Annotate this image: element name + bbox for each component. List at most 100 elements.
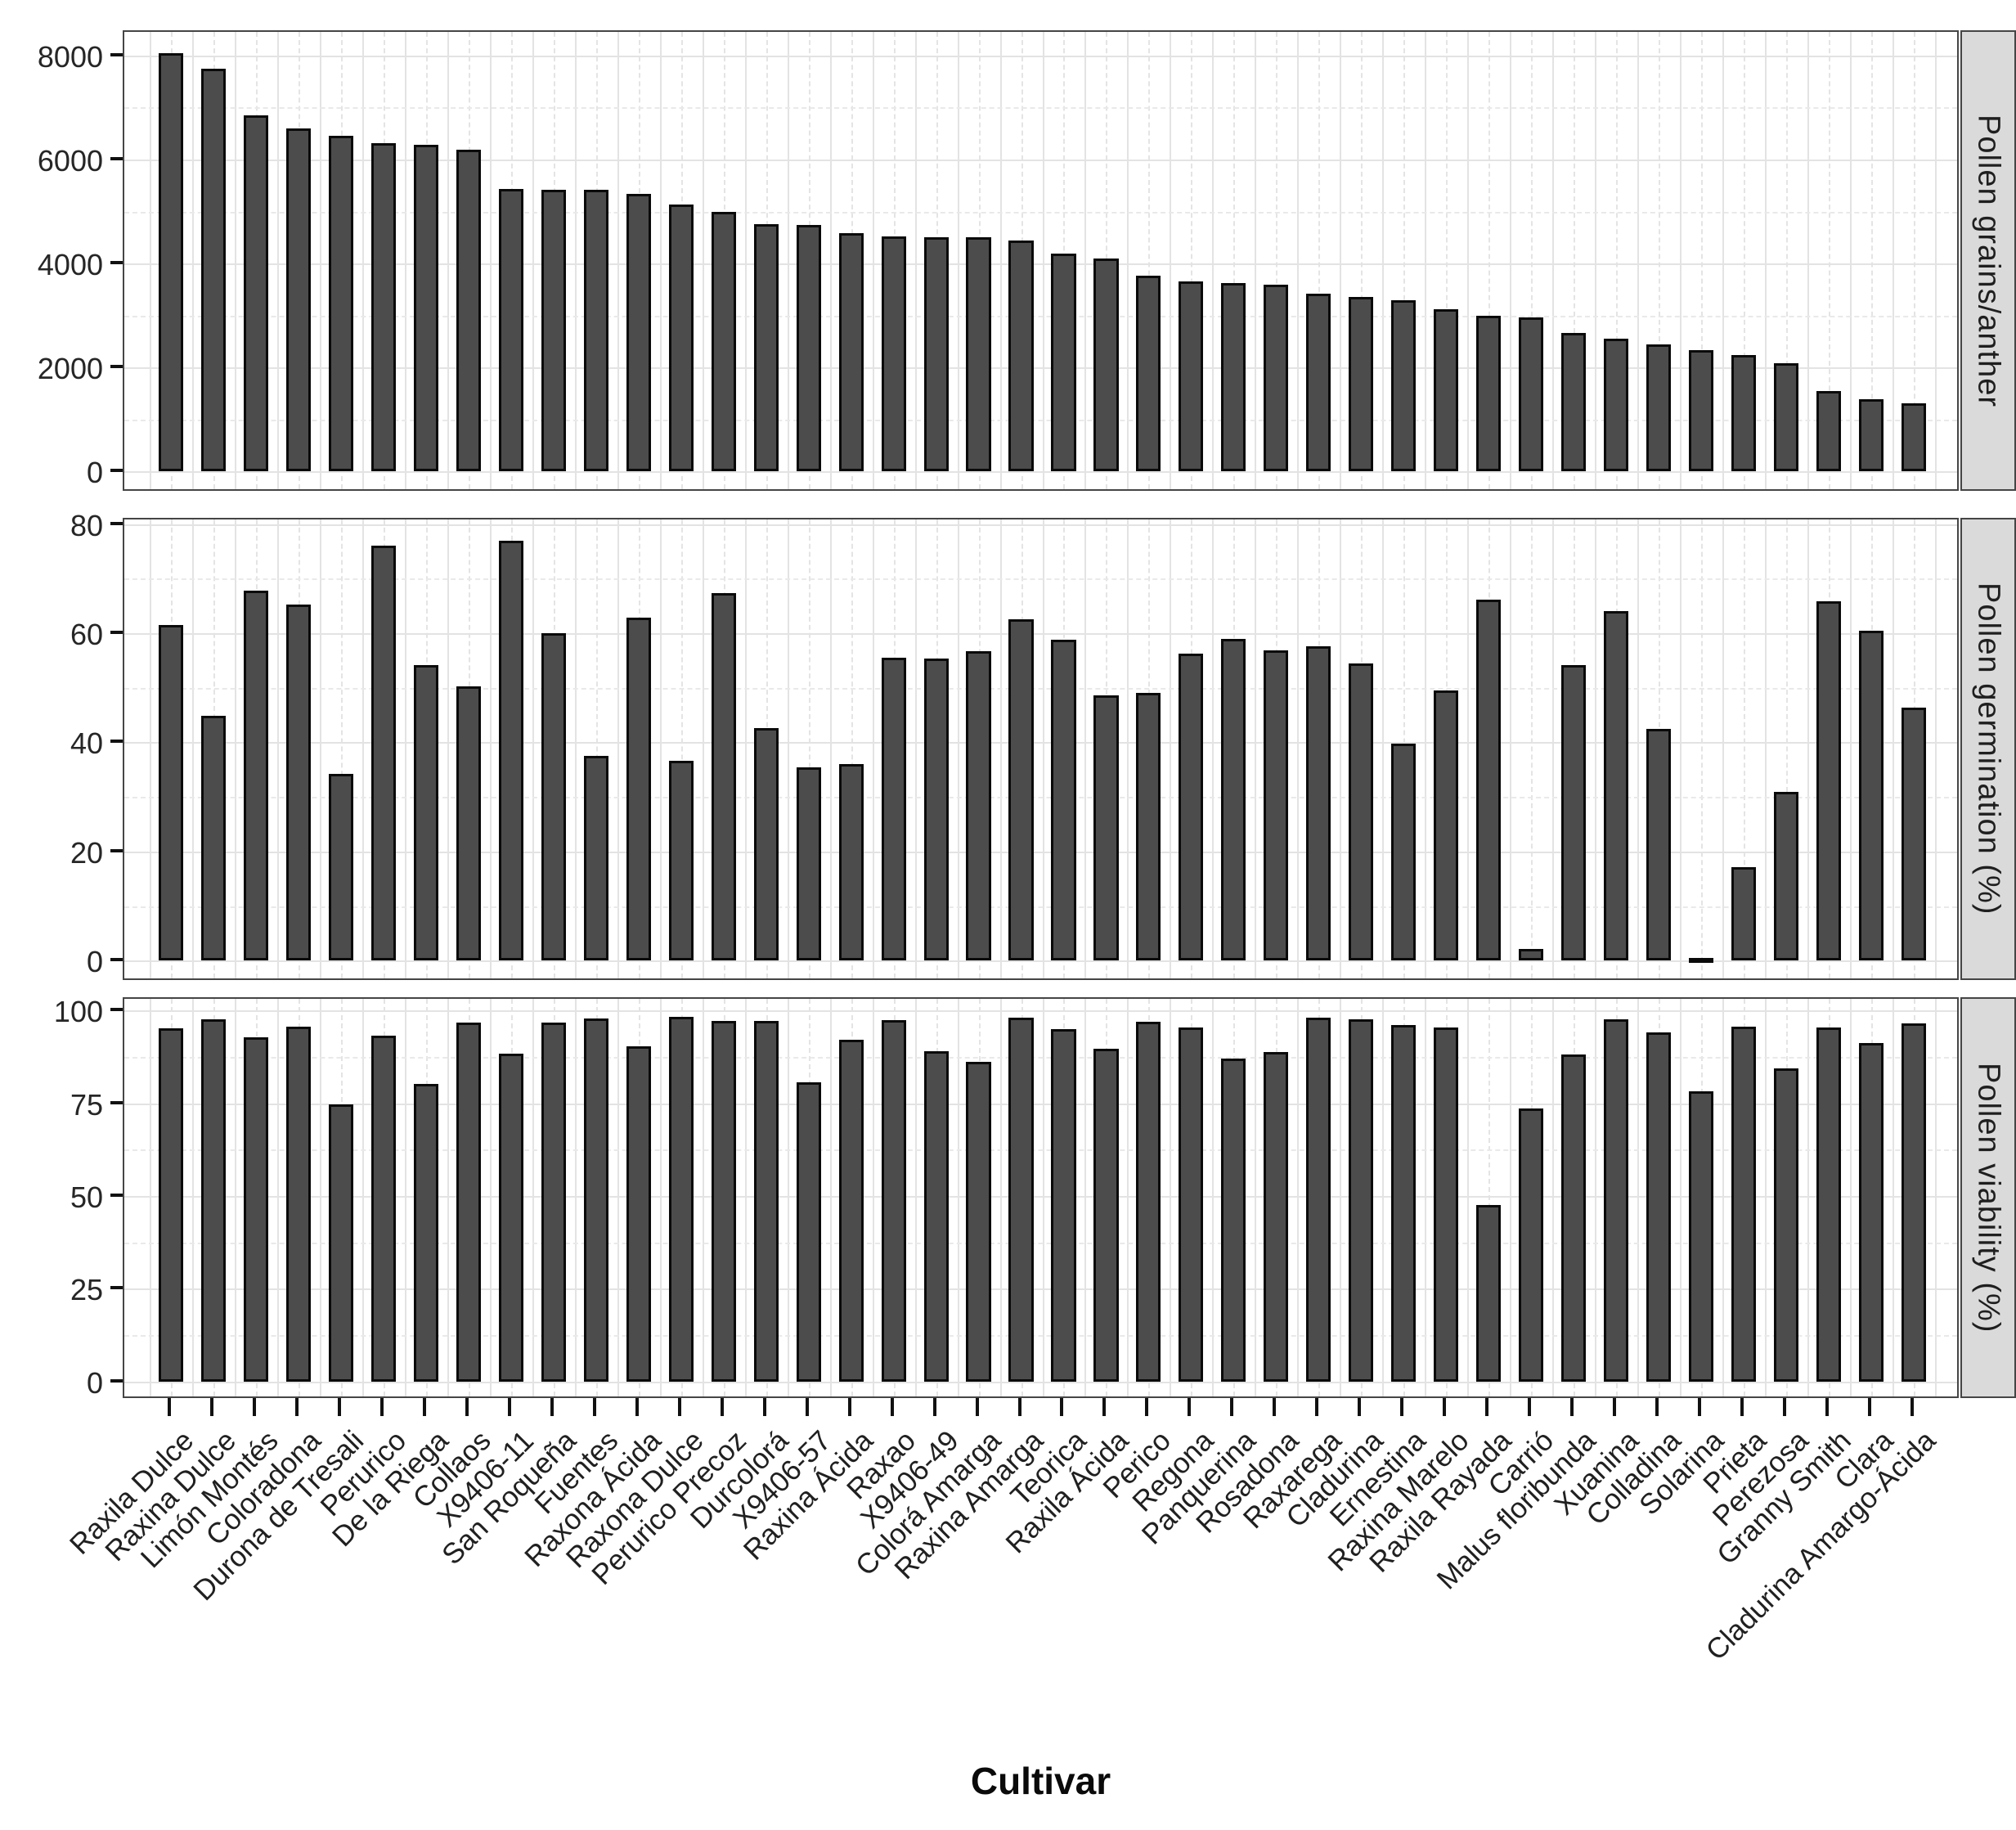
y-axis-tick-label: 50 [70, 1180, 103, 1214]
bar [796, 1082, 821, 1382]
gridline-vertical [1467, 999, 1470, 1396]
y-axis-tick [110, 365, 123, 369]
x-axis-tick [1655, 1398, 1659, 1416]
gridline-major [124, 55, 1957, 57]
gridline-vertical-minor [1233, 32, 1236, 489]
bar [1476, 316, 1502, 472]
y-axis-tick [110, 1378, 123, 1383]
gridline-vertical [1849, 519, 1852, 978]
y-axis-tick-label: 2000 [37, 352, 103, 386]
gridline-vertical [1382, 519, 1385, 978]
gridline-minor [124, 1056, 1957, 1059]
bar [626, 1045, 651, 1382]
x-axis-tick [253, 1398, 257, 1416]
gridline-minor [124, 797, 1957, 799]
gridline-vertical [532, 32, 534, 489]
bar [328, 1104, 354, 1382]
gridline-vertical [1255, 999, 1257, 1396]
x-axis-tick [380, 1398, 384, 1416]
x-axis-tick [1145, 1398, 1149, 1416]
bar [881, 658, 906, 961]
gridline-minor [124, 1335, 1957, 1338]
gridline-vertical [702, 32, 704, 489]
bar [1646, 1032, 1672, 1382]
gridline-vertical [1552, 32, 1555, 489]
x-axis-tick [932, 1398, 936, 1416]
panel-pollen-grains [123, 30, 1959, 491]
gridline-vertical [235, 519, 237, 978]
gridline-vertical [914, 519, 917, 978]
y-axis-tick-label: 60 [70, 618, 103, 652]
x-axis-labels: Raxila Dulce Raxina Dulce Limón Montés Colo… [0, 1424, 2016, 1810]
gridline-minor [124, 578, 1957, 581]
bar [328, 136, 354, 472]
facet-strip-pollen-grains: Pollen grains/anther [1960, 30, 2016, 491]
gridline-vertical [1084, 999, 1087, 1396]
gridline-vertical [744, 32, 747, 489]
gridline-major [124, 851, 1957, 853]
bar [285, 128, 312, 472]
gridline-vertical [1807, 519, 1809, 978]
bar [1816, 391, 1841, 472]
gridline-vertical [447, 519, 449, 978]
y-axis-tick-label: 80 [70, 508, 103, 542]
gridline-vertical-minor [1531, 519, 1533, 978]
y-axis-tick [110, 521, 123, 525]
bar [881, 236, 906, 472]
gridline-vertical [574, 519, 577, 978]
gridline-vertical-minor [680, 519, 683, 978]
x-axis-tick [805, 1398, 809, 1416]
bar [159, 1027, 184, 1382]
bar [1136, 1022, 1161, 1382]
gridline-vertical [1510, 519, 1512, 978]
gridline-vertical-minor [808, 519, 810, 978]
x-axis-tick [168, 1398, 172, 1416]
gridline-vertical-minor [1743, 32, 1745, 489]
gridline-vertical [362, 999, 365, 1396]
x-axis-tick [465, 1398, 469, 1416]
gridline-vertical [1849, 999, 1852, 1396]
gridline-vertical [999, 999, 1002, 1396]
x-axis-tick [1315, 1398, 1319, 1416]
gridline-major [124, 524, 1957, 526]
gridline-vertical [404, 999, 406, 1396]
gridline-vertical-minor [1616, 32, 1619, 489]
x-axis-tick [422, 1398, 426, 1416]
y-axis-tick [110, 631, 123, 635]
x-axis-tick [1528, 1398, 1532, 1416]
gridline-vertical [1084, 32, 1087, 489]
gridline-vertical [617, 999, 619, 1396]
gridline-vertical-minor [1743, 519, 1745, 978]
gridline-vertical [150, 32, 152, 489]
bar [583, 1018, 608, 1382]
y-axis-tick-label: 0 [86, 945, 103, 979]
gridline-vertical [617, 519, 619, 978]
gridline-vertical [1637, 999, 1640, 1396]
gridline-vertical-minor [1700, 519, 1703, 978]
x-axis-tick [890, 1398, 894, 1416]
gridline-vertical [1255, 32, 1257, 489]
bar [328, 774, 354, 961]
gridline-vertical [872, 999, 874, 1396]
bar [1264, 284, 1289, 472]
gridline-vertical [1340, 999, 1342, 1396]
bar [1688, 1090, 1714, 1382]
gridline-vertical [744, 519, 747, 978]
gridline-vertical-minor [1785, 32, 1788, 489]
gridline-vertical-minor [1488, 999, 1491, 1396]
x-axis-tick [338, 1398, 342, 1416]
gridline-vertical-minor [1446, 32, 1448, 489]
gridline-vertical [235, 999, 237, 1396]
gridline-minor [124, 419, 1957, 421]
gridline-vertical [872, 519, 874, 978]
gridline-vertical [1212, 519, 1215, 978]
bar [1561, 333, 1587, 472]
bar [244, 591, 269, 961]
gridline-vertical [1510, 32, 1512, 489]
gridline-vertical [489, 519, 492, 978]
x-axis-tick [1570, 1398, 1574, 1416]
gridline-vertical [1212, 999, 1215, 1396]
gridline-major [124, 367, 1957, 370]
x-axis-tick [847, 1398, 851, 1416]
